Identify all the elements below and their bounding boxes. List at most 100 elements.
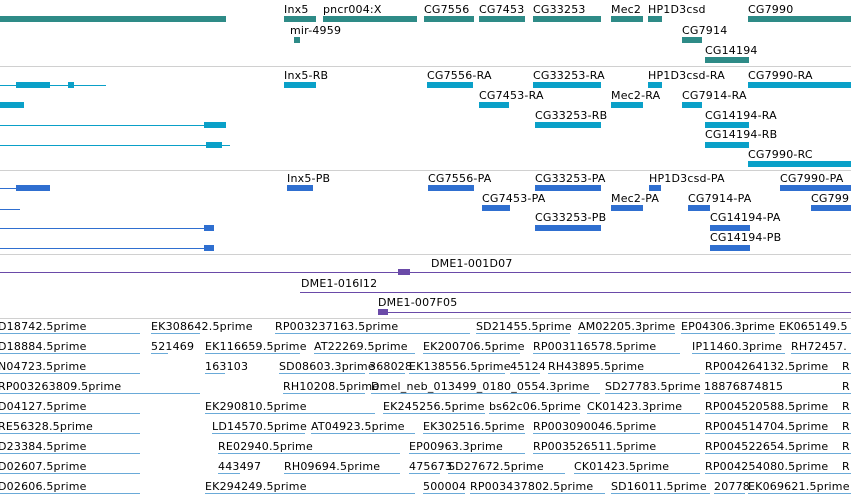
feature-label-mec2[interactable]: Mec2: [611, 3, 642, 16]
est-alignment-line[interactable]: [279, 373, 365, 374]
feature-label-e14[interactable]: IP11460.3prime: [692, 340, 783, 353]
est-alignment-line[interactable]: [423, 493, 465, 494]
feature-label-e12[interactable]: EK200706.5prime: [423, 340, 525, 353]
clone-arrow-dme1-001d07[interactable]: [398, 269, 410, 275]
est-alignment-line[interactable]: [205, 413, 375, 414]
feature-label-cg14194-pb[interactable]: CG14194-PB: [710, 231, 782, 244]
feature-label-e57[interactable]: RP004254080.5prime: [705, 460, 829, 473]
clone-line-dme1-016i12[interactable]: [300, 292, 851, 293]
gene-feature-inx5[interactable]: [284, 16, 316, 22]
feature-label-mir4959[interactable]: mir-4959: [290, 24, 342, 37]
feature-label-e29[interactable]: 18876874815: [704, 380, 784, 393]
transcript-exon-cg33253-ra[interactable]: [533, 82, 601, 88]
feature-label-e23[interactable]: RP004264132.5prime: [705, 360, 829, 373]
transcript-exon-cg7914-ra[interactable]: [682, 102, 702, 108]
protein-block-hp1d3csd-pa[interactable]: [649, 185, 661, 191]
est-alignment-line[interactable]: [205, 353, 300, 354]
est-alignment-line[interactable]: [489, 413, 580, 414]
est-alignment-line[interactable]: [476, 333, 570, 334]
gene-feature-cg7914[interactable]: [682, 37, 702, 43]
est-alignment-line[interactable]: [705, 373, 851, 374]
est-alignment-line[interactable]: [574, 473, 700, 474]
protein-block-cg7990-pb[interactable]: [811, 205, 851, 211]
feature-label-hp1d3csd-ra[interactable]: HP1D3csd-RA: [648, 69, 726, 82]
transcript-exon-cg14194-rb[interactable]: [705, 142, 749, 148]
feature-label-cg7990-rc[interactable]: CG7990-RC: [748, 148, 813, 161]
protein-block-cg33253-pa[interactable]: [535, 185, 601, 191]
feature-label-e37[interactable]: R: [842, 400, 850, 413]
feature-label-cg33253-rb[interactable]: CG33253-RB: [535, 109, 608, 122]
est-alignment-line[interactable]: [409, 453, 525, 454]
protein-block-cg14194-pa[interactable]: [710, 225, 750, 231]
feature-label-e13[interactable]: RP003116578.5prime: [533, 340, 657, 353]
est-alignment-line[interactable]: [369, 373, 405, 374]
feature-label-e48[interactable]: RP003526511.5prime: [533, 440, 657, 453]
est-alignment-line[interactable]: [423, 353, 520, 354]
feature-label-e2[interactable]: EK308642.5prime: [151, 320, 253, 333]
feature-label-e36[interactable]: RP004520588.5prime: [705, 400, 829, 413]
transcript-exon-cg7990-rc[interactable]: [748, 161, 851, 167]
feature-label-e5[interactable]: AM02205.3prime: [578, 320, 676, 333]
feature-label-cg7914[interactable]: CG7914: [682, 24, 728, 37]
feature-label-e46[interactable]: RE02940.5prime: [218, 440, 313, 453]
est-alignment-line[interactable]: [151, 353, 168, 354]
feature-label-e9[interactable]: 521469: [151, 340, 195, 353]
feature-label-e42[interactable]: RP003090046.5prime: [533, 420, 657, 433]
est-alignment-line[interactable]: [448, 473, 565, 474]
feature-label-e55[interactable]: SD27672.5prime: [448, 460, 544, 473]
protein-block-cg7453-pa[interactable]: [482, 205, 510, 211]
feature-label-e15[interactable]: RH72457.: [791, 340, 848, 353]
est-alignment-line[interactable]: [587, 413, 700, 414]
feature-label-e31[interactable]: D04127.5prime: [0, 400, 87, 413]
feature-label-e26[interactable]: RH10208.5prime: [283, 380, 380, 393]
feature-label-inx5-pb[interactable]: Inx5-PB: [287, 172, 331, 185]
est-alignment-line[interactable]: [409, 373, 505, 374]
protein-block-mec2-pa[interactable]: [611, 205, 643, 211]
feature-label-e6[interactable]: EP04306.3prime: [681, 320, 775, 333]
est-alignment-line[interactable]: [510, 373, 540, 374]
feature-label-e56[interactable]: CK01423.5prime: [574, 460, 670, 473]
feature-label-e35[interactable]: CK01423.3prime: [587, 400, 683, 413]
est-alignment-line[interactable]: [704, 393, 851, 394]
est-alignment-line[interactable]: [779, 333, 851, 334]
transcript-exon[interactable]: [206, 142, 222, 148]
feature-label-e50[interactable]: R: [842, 440, 850, 453]
feature-label-e21[interactable]: 45124: [510, 360, 546, 373]
est-alignment-line[interactable]: [151, 333, 200, 334]
est-alignment-line[interactable]: [383, 413, 485, 414]
feature-label-e43[interactable]: RP004514704.5prime: [705, 420, 829, 433]
feature-label-e58[interactable]: R: [842, 460, 850, 473]
gene-feature-cg7453[interactable]: [479, 16, 525, 22]
feature-label-cg14194-pa[interactable]: CG14194-PA: [710, 211, 781, 224]
feature-label-cg14194-ra[interactable]: CG14194-RA: [705, 109, 777, 122]
est-alignment-line[interactable]: [205, 493, 415, 494]
gene-feature-cg14194[interactable]: [705, 57, 749, 63]
feature-label-e20[interactable]: EK138556.5prime: [409, 360, 511, 373]
gene-feature-cg7990[interactable]: [748, 16, 851, 22]
protein-block-cg7914-pa[interactable]: [688, 205, 710, 211]
est-alignment-line[interactable]: [423, 433, 525, 434]
feature-label-dme1-001d07[interactable]: DME1-001D07: [431, 257, 513, 270]
feature-label-cg7990-pa[interactable]: CG7990-PA: [780, 172, 844, 185]
feature-label-cg7556[interactable]: CG7556: [424, 3, 470, 16]
transcript-exon[interactable]: [0, 102, 24, 108]
feature-label-cg33253-ra[interactable]: CG33253-RA: [533, 69, 605, 82]
feature-label-e16[interactable]: N04723.5prime: [0, 360, 87, 373]
transcript-exon-cg7556-ra[interactable]: [427, 82, 473, 88]
feature-label-hp1d3csd[interactable]: HP1D3csd: [648, 3, 706, 16]
feature-label-cg7990[interactable]: CG7990: [748, 3, 794, 16]
feature-label-e24[interactable]: R: [842, 360, 850, 373]
transcript-exon[interactable]: [204, 122, 226, 128]
transcript-exon-cg14194-ra[interactable]: [705, 122, 749, 128]
est-alignment-line[interactable]: [0, 373, 140, 374]
feature-label-e33[interactable]: EK245256.5prime: [383, 400, 485, 413]
est-alignment-line[interactable]: [705, 413, 851, 414]
feature-label-e39[interactable]: LD14570.5prime: [212, 420, 307, 433]
gene-feature-mec2[interactable]: [611, 16, 643, 22]
feature-label-e38[interactable]: RE56328.5prime: [0, 420, 93, 433]
transcript-exon-mec2-ra[interactable]: [611, 102, 643, 108]
feature-label-pncr004[interactable]: pncr004:X: [323, 3, 382, 16]
est-alignment-line[interactable]: [705, 453, 851, 454]
est-alignment-line[interactable]: [533, 433, 700, 434]
est-alignment-line[interactable]: [0, 413, 140, 414]
